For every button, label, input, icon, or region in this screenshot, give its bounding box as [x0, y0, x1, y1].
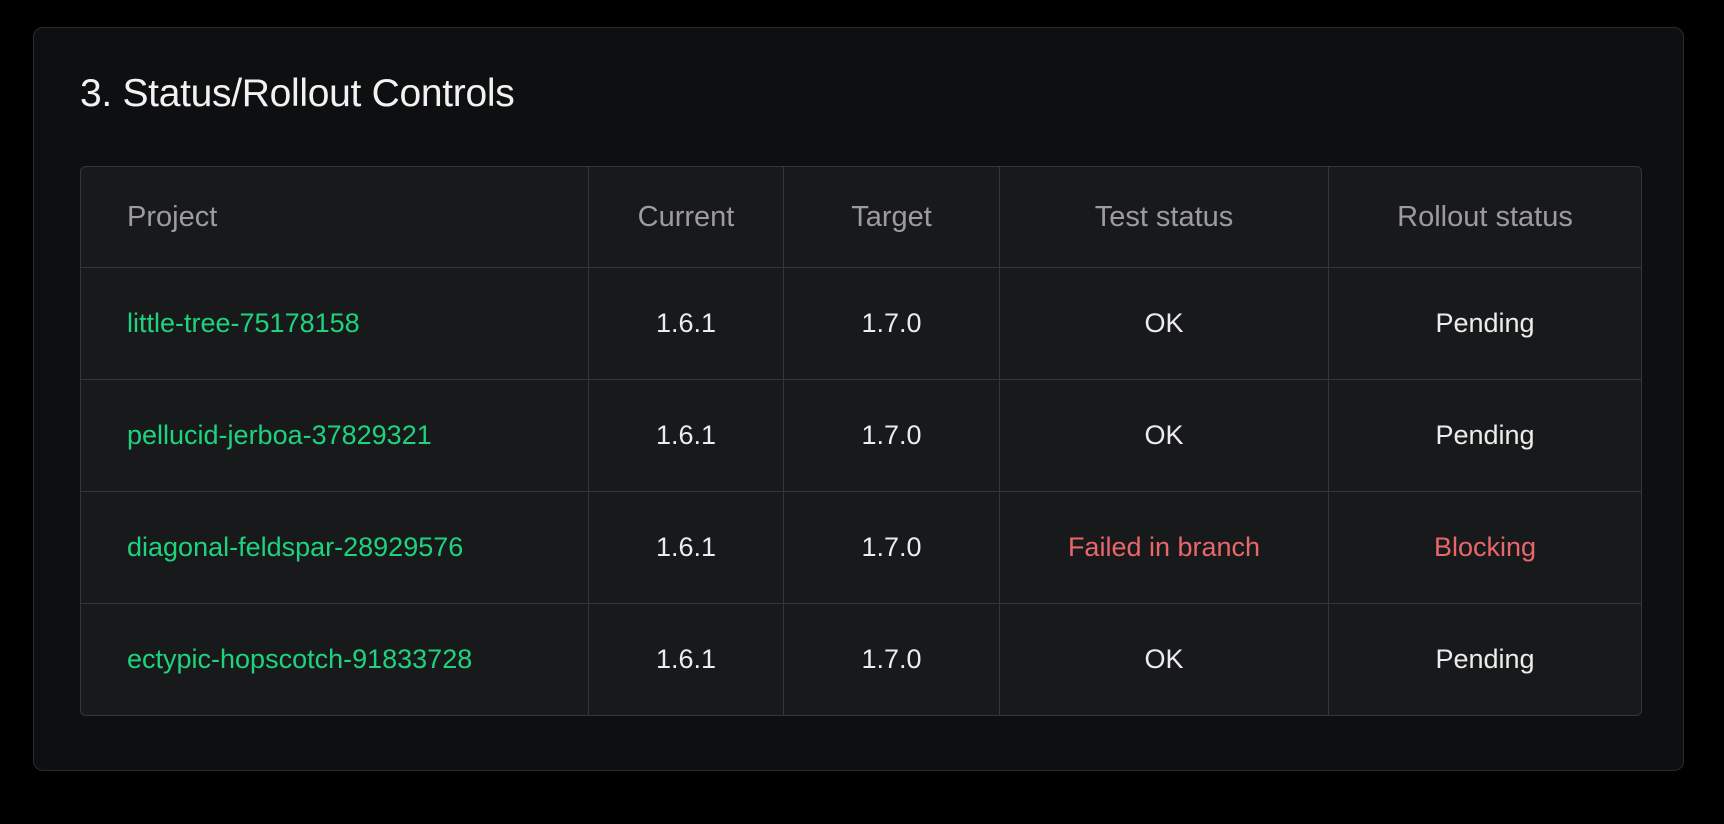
- target-version: 1.7.0: [784, 604, 1000, 715]
- test-status: OK: [1000, 604, 1329, 715]
- current-version: 1.6.1: [589, 492, 784, 604]
- header-rollout-status: Rollout status: [1329, 167, 1641, 268]
- rollout-status: Pending: [1329, 380, 1641, 492]
- rollout-table: Project Current Target Test status Rollo…: [80, 166, 1642, 716]
- table-row: pellucid-jerboa-37829321 1.6.1 1.7.0 OK Pend…: [81, 380, 1641, 492]
- test-status: OK: [1000, 380, 1329, 492]
- header-target: Target: [784, 167, 1000, 268]
- target-version: 1.7.0: [784, 268, 1000, 380]
- table-row: little-tree-75178158 1.6.1 1.7.0 OK Pending: [81, 268, 1641, 380]
- project-link[interactable]: ectypic-hopscotch-91833728: [81, 604, 589, 715]
- project-link[interactable]: pellucid-jerboa-37829321: [81, 380, 589, 492]
- project-link[interactable]: little-tree-75178158: [81, 268, 589, 380]
- current-version: 1.6.1: [589, 604, 784, 715]
- test-status: OK: [1000, 268, 1329, 380]
- status-rollout-card: 3. Status/Rollout Controls Project Curre…: [33, 27, 1684, 771]
- table-row: diagonal-feldspar-28929576 1.6.1 1.7.0 Fail…: [81, 492, 1641, 604]
- project-link[interactable]: diagonal-feldspar-28929576: [81, 492, 589, 604]
- rollout-status: Blocking: [1329, 492, 1641, 604]
- header-current: Current: [589, 167, 784, 268]
- test-status: Failed in branch: [1000, 492, 1329, 604]
- header-test-status: Test status: [1000, 167, 1329, 268]
- table-header-row: Project Current Target Test status Rollo…: [81, 167, 1641, 268]
- current-version: 1.6.1: [589, 380, 784, 492]
- rollout-status: Pending: [1329, 268, 1641, 380]
- target-version: 1.7.0: [784, 380, 1000, 492]
- header-project: Project: [81, 167, 589, 268]
- section-title: 3. Status/Rollout Controls: [80, 72, 515, 115]
- current-version: 1.6.1: [589, 268, 784, 380]
- rollout-status: Pending: [1435, 644, 1535, 674]
- target-version: 1.7.0: [784, 492, 1000, 604]
- table-row: ectypic-hopscotch-91833728 1.6.1 1.7.0 OK Pe…: [81, 604, 1641, 715]
